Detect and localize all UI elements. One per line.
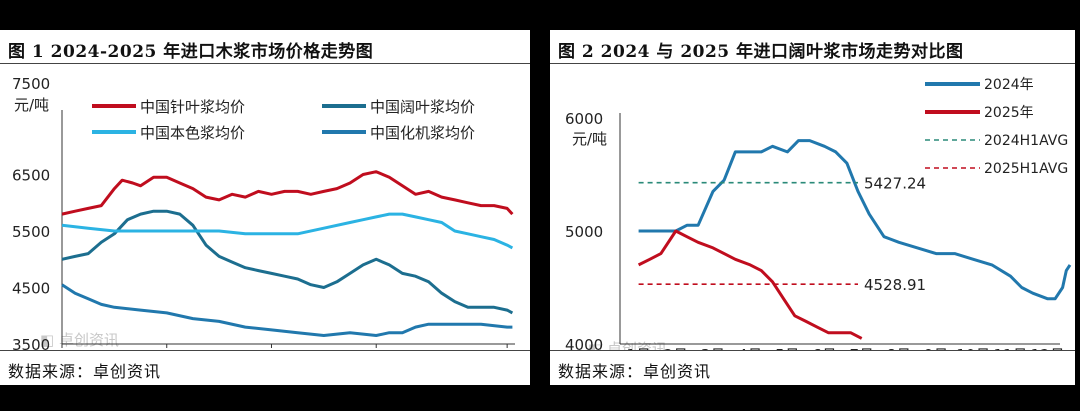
y-tick-label: 4000 — [565, 336, 603, 350]
y-tick-label: 6000 — [565, 110, 603, 128]
series-line-y2024 — [638, 139, 1072, 301]
legend-label: 2024H1AVG — [984, 133, 1068, 149]
x-tick-label: 5月 — [775, 346, 800, 350]
series-line-softwood — [61, 170, 514, 216]
x-tick-label: 12月 — [1031, 346, 1065, 350]
x-tick-label: 8月 — [887, 346, 912, 350]
chart-title: 图 2 2024 与 2025 年进口阔叶浆市场走势对比图 — [550, 30, 1075, 64]
y-axis-label: 元/吨 — [14, 96, 49, 114]
chart-panel-2: 图 2 2024 与 2025 年进口阔叶浆市场走势对比图 ◧ 卓创资讯 4000… — [550, 30, 1075, 385]
chart-panel-1: 图 1 2024-2025 年进口木浆市场价格走势图 ◧ 卓创资讯 3500 450… — [0, 30, 530, 385]
watermark: ◧ 卓创资讯 — [588, 340, 667, 350]
series-line-natural — [61, 212, 514, 250]
legend-label: 中国本色浆均价 — [140, 124, 245, 142]
chart-title: 图 1 2024-2025 年进口木浆市场价格走势图 — [0, 30, 530, 64]
x-tick-label: 4月 — [738, 346, 763, 350]
x-tick-label: 1月 — [626, 346, 651, 350]
x-tick-label: 9月 — [924, 346, 949, 350]
x-tick-label: 3月 — [701, 346, 726, 350]
y-axis-label: 元/吨 — [572, 130, 607, 148]
y-tick-label: 6500 — [12, 167, 50, 185]
watermark: ◧ 卓创资讯 — [40, 331, 119, 349]
legend-label: 2025H1AVG — [984, 161, 1068, 177]
legend-label: 中国阔叶浆均价 — [370, 98, 475, 116]
y-tick-label: 7500 — [12, 75, 50, 93]
y-tick-label: 4500 — [12, 280, 50, 298]
y-tick-label: 5500 — [12, 223, 50, 241]
data-source: 数据来源：卓创资讯 — [0, 350, 530, 385]
series-line-hardwood — [61, 209, 514, 315]
data-source: 数据来源：卓创资讯 — [550, 350, 1075, 385]
x-tick-label: 6月 — [812, 346, 837, 350]
data-label: 4528.91 — [864, 276, 926, 294]
x-tick-label: 7月 — [849, 346, 874, 350]
x-tick-label: 11月 — [993, 346, 1027, 350]
legend-label: 中国化机浆均价 — [370, 124, 475, 142]
legend-label: 中国针叶浆均价 — [140, 98, 245, 116]
x-tick-label: 2月 — [664, 346, 689, 350]
data-label: 5427.24 — [864, 175, 926, 193]
line-chart-1: ◧ 卓创资讯35004500550065007500元/吨24/0124/052… — [12, 75, 515, 350]
x-tick-label: 10月 — [956, 346, 990, 350]
series-line-y2025 — [637, 229, 863, 340]
series-line-chemical — [61, 283, 513, 337]
y-tick-label: 5000 — [565, 223, 603, 241]
legend-label: 2024年 — [984, 77, 1034, 93]
y-tick-label: 3500 — [12, 336, 50, 350]
legend-label: 2025年 — [984, 105, 1034, 121]
